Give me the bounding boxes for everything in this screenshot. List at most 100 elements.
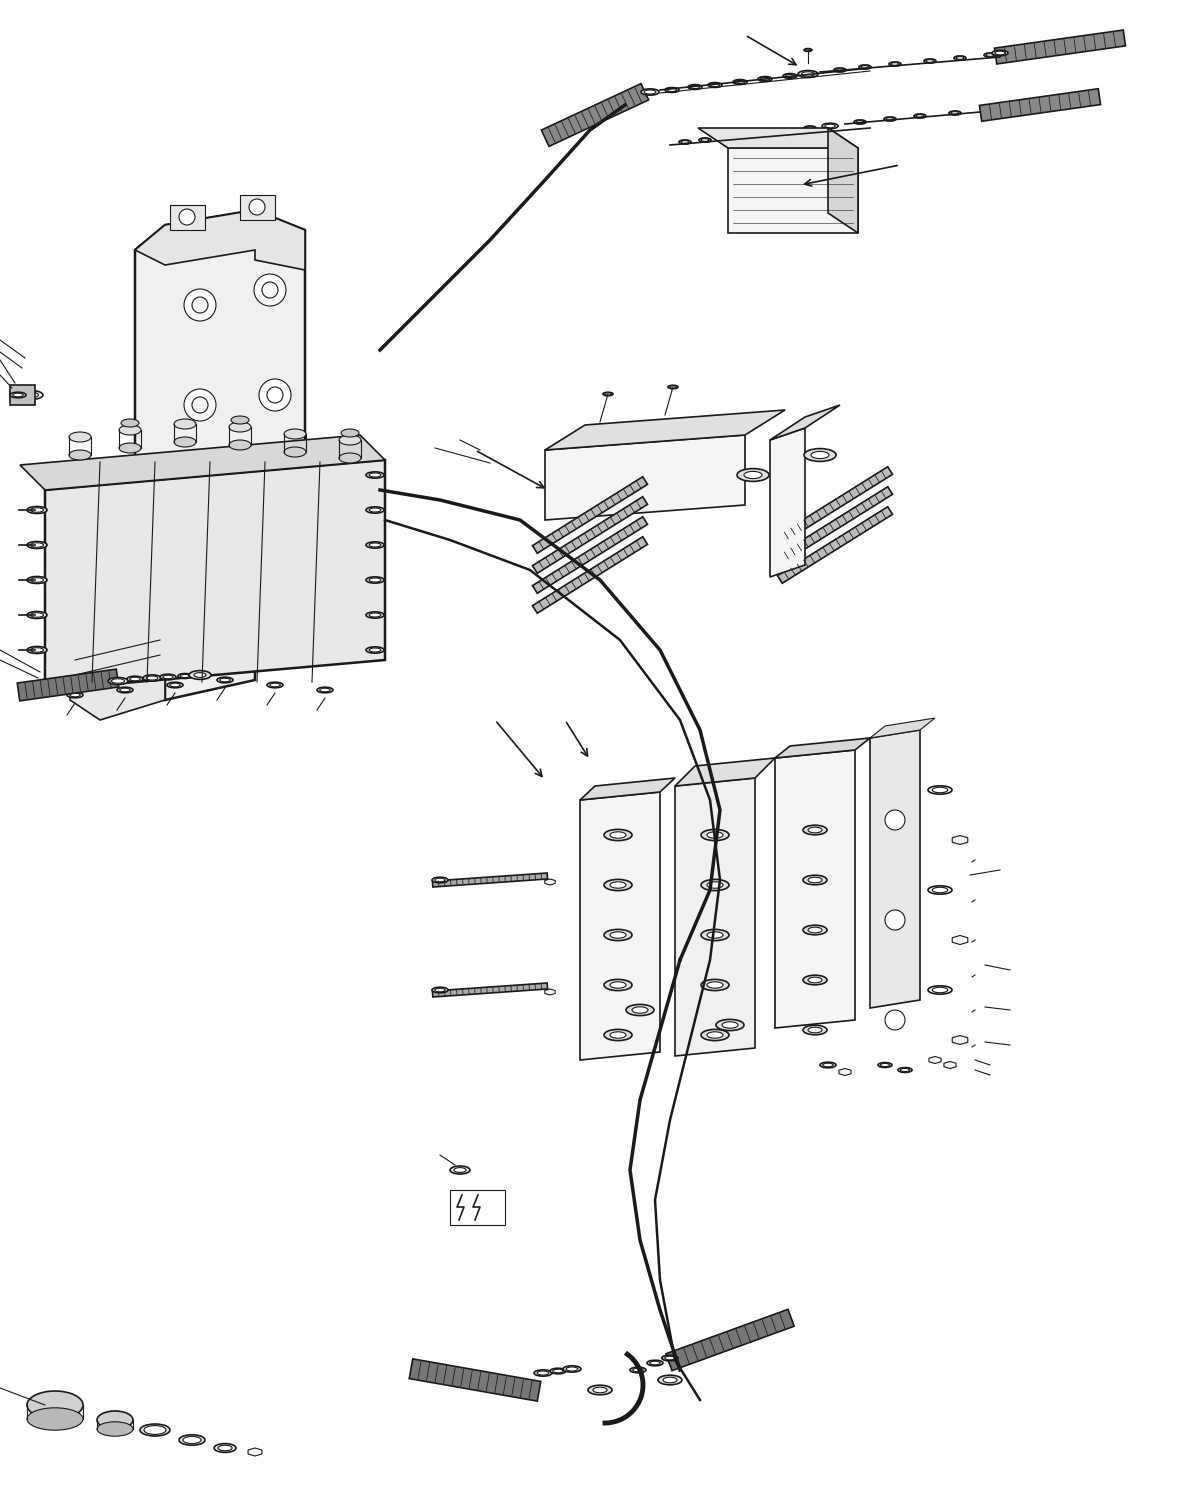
Ellipse shape xyxy=(708,83,722,87)
Polygon shape xyxy=(532,517,647,593)
Polygon shape xyxy=(18,669,119,701)
Ellipse shape xyxy=(933,887,948,893)
Ellipse shape xyxy=(119,444,141,453)
Ellipse shape xyxy=(662,1355,678,1361)
Ellipse shape xyxy=(160,674,176,680)
Ellipse shape xyxy=(567,1367,577,1372)
Ellipse shape xyxy=(127,677,143,681)
Ellipse shape xyxy=(751,132,759,135)
Bar xyxy=(240,196,274,220)
Circle shape xyxy=(184,390,216,421)
Polygon shape xyxy=(839,1068,851,1075)
Ellipse shape xyxy=(650,1361,661,1364)
Ellipse shape xyxy=(808,1027,822,1033)
Ellipse shape xyxy=(194,672,206,677)
Ellipse shape xyxy=(366,472,384,478)
Ellipse shape xyxy=(609,932,626,938)
Ellipse shape xyxy=(688,84,702,89)
Circle shape xyxy=(263,283,278,298)
Ellipse shape xyxy=(604,979,632,991)
Ellipse shape xyxy=(884,117,896,122)
Ellipse shape xyxy=(146,675,158,680)
Ellipse shape xyxy=(320,689,330,692)
Polygon shape xyxy=(775,750,855,1029)
Ellipse shape xyxy=(802,72,815,77)
Ellipse shape xyxy=(31,612,44,617)
Ellipse shape xyxy=(861,66,868,68)
Ellipse shape xyxy=(808,877,822,883)
Bar xyxy=(10,385,34,405)
Polygon shape xyxy=(777,507,892,584)
Ellipse shape xyxy=(163,675,173,678)
Ellipse shape xyxy=(189,671,211,680)
Ellipse shape xyxy=(886,117,893,120)
Polygon shape xyxy=(532,477,647,553)
Ellipse shape xyxy=(798,71,819,78)
Ellipse shape xyxy=(632,1006,647,1014)
Ellipse shape xyxy=(588,1385,612,1394)
Ellipse shape xyxy=(13,393,24,397)
Circle shape xyxy=(184,289,216,320)
Ellipse shape xyxy=(609,982,626,988)
Ellipse shape xyxy=(435,988,446,991)
Ellipse shape xyxy=(859,65,871,69)
Ellipse shape xyxy=(70,693,81,696)
Ellipse shape xyxy=(339,453,361,463)
Ellipse shape xyxy=(450,1166,470,1175)
Ellipse shape xyxy=(994,51,1005,54)
Ellipse shape xyxy=(665,1357,675,1360)
Ellipse shape xyxy=(956,57,963,59)
Ellipse shape xyxy=(630,1367,646,1373)
Polygon shape xyxy=(675,778,756,1056)
Polygon shape xyxy=(870,717,935,738)
Ellipse shape xyxy=(670,387,676,388)
Ellipse shape xyxy=(680,140,691,144)
Ellipse shape xyxy=(609,1032,626,1038)
Ellipse shape xyxy=(214,1444,236,1453)
Circle shape xyxy=(267,481,283,498)
Ellipse shape xyxy=(339,435,361,445)
Polygon shape xyxy=(532,496,647,573)
Ellipse shape xyxy=(663,1378,677,1382)
Ellipse shape xyxy=(707,1032,723,1038)
Ellipse shape xyxy=(220,678,230,681)
Polygon shape xyxy=(545,990,555,996)
Ellipse shape xyxy=(785,74,795,78)
Ellipse shape xyxy=(804,448,836,462)
Ellipse shape xyxy=(986,54,994,56)
Ellipse shape xyxy=(27,1408,83,1430)
Ellipse shape xyxy=(803,826,827,835)
Polygon shape xyxy=(248,1448,261,1456)
Ellipse shape xyxy=(783,74,797,78)
Ellipse shape xyxy=(701,880,729,890)
Ellipse shape xyxy=(681,141,689,143)
Ellipse shape xyxy=(31,648,44,653)
Ellipse shape xyxy=(27,576,48,584)
Ellipse shape xyxy=(707,832,723,838)
Ellipse shape xyxy=(369,543,381,547)
Ellipse shape xyxy=(454,1167,466,1173)
Ellipse shape xyxy=(229,423,251,432)
Ellipse shape xyxy=(658,1375,682,1385)
Ellipse shape xyxy=(563,1366,581,1372)
Ellipse shape xyxy=(369,578,381,582)
Ellipse shape xyxy=(181,674,190,678)
Ellipse shape xyxy=(836,69,843,71)
Ellipse shape xyxy=(984,53,996,57)
Polygon shape xyxy=(777,466,892,543)
Ellipse shape xyxy=(108,677,128,684)
Polygon shape xyxy=(20,435,385,490)
Ellipse shape xyxy=(737,469,769,481)
Ellipse shape xyxy=(952,111,959,114)
Ellipse shape xyxy=(219,1445,232,1451)
Ellipse shape xyxy=(707,982,723,988)
Ellipse shape xyxy=(880,1063,890,1066)
Ellipse shape xyxy=(707,932,723,938)
Ellipse shape xyxy=(710,83,720,87)
Circle shape xyxy=(259,474,291,505)
Polygon shape xyxy=(409,1360,541,1402)
Ellipse shape xyxy=(609,881,626,889)
Ellipse shape xyxy=(647,1360,663,1366)
Ellipse shape xyxy=(933,787,948,793)
Circle shape xyxy=(192,296,208,313)
